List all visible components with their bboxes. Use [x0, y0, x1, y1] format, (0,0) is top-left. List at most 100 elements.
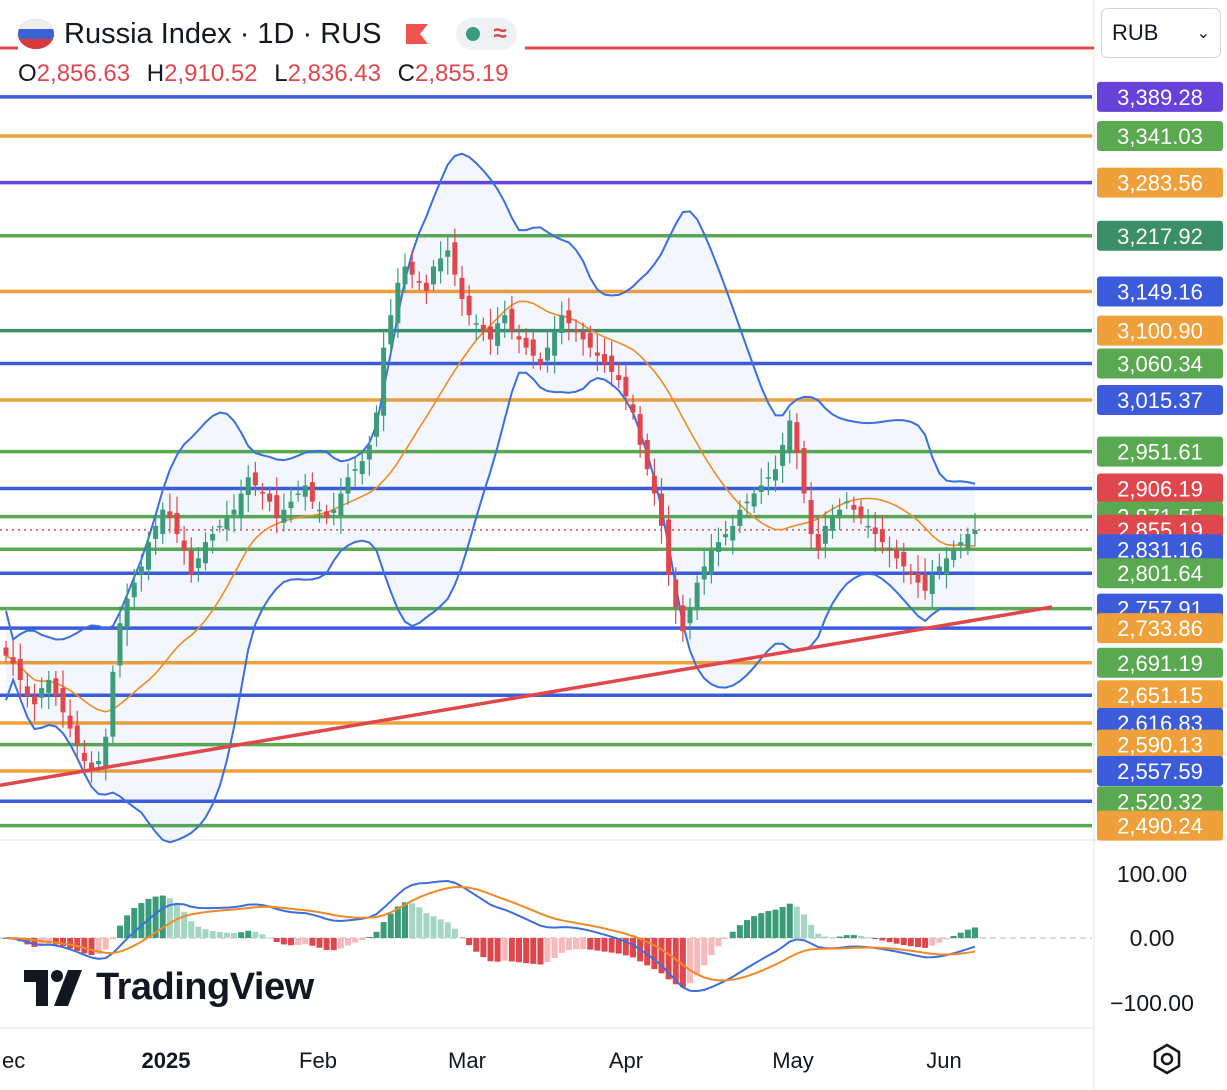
symbol-title[interactable]: Russia Index · 1D · RUS: [64, 17, 382, 50]
candle[interactable]: [616, 362, 622, 389]
candle[interactable]: [452, 228, 458, 286]
bollinger-upper[interactable]: [5, 152, 976, 642]
candle[interactable]: [160, 502, 166, 544]
candle[interactable]: [644, 433, 650, 476]
candle[interactable]: [523, 328, 529, 355]
candle[interactable]: [138, 554, 144, 592]
candle[interactable]: [929, 559, 935, 609]
candle[interactable]: [416, 271, 422, 291]
candle[interactable]: [822, 511, 828, 559]
candle[interactable]: [445, 234, 451, 275]
candle[interactable]: [245, 465, 251, 513]
candle[interactable]: [231, 494, 237, 533]
candle[interactable]: [901, 542, 907, 583]
bollinger-lower[interactable]: [5, 371, 976, 844]
candle[interactable]: [537, 352, 543, 371]
candle[interactable]: [324, 504, 330, 525]
candle[interactable]: [181, 525, 187, 565]
candle[interactable]: [431, 260, 436, 291]
candle[interactable]: [10, 640, 16, 676]
candle[interactable]: [944, 547, 949, 589]
candle[interactable]: [53, 671, 59, 706]
candle[interactable]: [651, 458, 657, 506]
candle[interactable]: [359, 450, 365, 485]
candle[interactable]: [502, 300, 508, 338]
candle[interactable]: [267, 486, 273, 512]
candle[interactable]: [374, 405, 379, 447]
candle[interactable]: [195, 547, 201, 582]
candle[interactable]: [153, 517, 159, 556]
trendline[interactable]: [0, 605, 1053, 788]
candle[interactable]: [224, 500, 230, 542]
candle[interactable]: [815, 517, 821, 560]
wave-icon[interactable]: ≈: [493, 20, 507, 47]
candle[interactable]: [830, 504, 835, 539]
candle[interactable]: [17, 643, 23, 698]
candle[interactable]: [217, 519, 223, 533]
candle[interactable]: [110, 665, 116, 744]
candle[interactable]: [602, 337, 607, 373]
candle[interactable]: [238, 479, 244, 530]
candle[interactable]: [352, 457, 358, 488]
candle[interactable]: [317, 501, 322, 523]
candle[interactable]: [395, 268, 401, 338]
candle[interactable]: [865, 508, 871, 539]
candle[interactable]: [252, 461, 258, 496]
candle[interactable]: [936, 553, 942, 580]
candle[interactable]: [894, 539, 900, 569]
candle[interactable]: [174, 496, 180, 543]
candle[interactable]: [915, 555, 921, 599]
candle[interactable]: [765, 461, 771, 496]
candle[interactable]: [402, 253, 408, 293]
indicator-pills[interactable]: ≈: [455, 18, 517, 50]
candle[interactable]: [103, 728, 109, 781]
candle[interactable]: [573, 319, 579, 342]
flag-marker-icon[interactable]: [404, 22, 430, 46]
candle[interactable]: [666, 505, 672, 586]
candle[interactable]: [302, 474, 308, 511]
candle[interactable]: [858, 499, 864, 525]
currency-select[interactable]: RUB ⌄: [1101, 8, 1221, 58]
candle[interactable]: [687, 598, 693, 640]
candle[interactable]: [594, 334, 600, 372]
candle[interactable]: [545, 330, 550, 373]
candle[interactable]: [694, 575, 700, 620]
candle[interactable]: [808, 482, 814, 550]
candle[interactable]: [438, 241, 444, 284]
candle[interactable]: [680, 594, 686, 642]
candle[interactable]: [716, 527, 721, 567]
candle[interactable]: [124, 583, 130, 646]
candle[interactable]: [295, 480, 301, 502]
candle[interactable]: [388, 298, 394, 354]
candle[interactable]: [345, 463, 351, 505]
candle[interactable]: [24, 672, 30, 708]
candle[interactable]: [751, 487, 757, 513]
candle[interactable]: [495, 307, 501, 355]
candle[interactable]: [32, 683, 37, 722]
candle[interactable]: [673, 567, 679, 625]
candle[interactable]: [167, 493, 173, 534]
candle[interactable]: [780, 432, 786, 483]
candle[interactable]: [423, 274, 429, 304]
candle[interactable]: [787, 410, 793, 464]
candle[interactable]: [844, 491, 850, 509]
candle[interactable]: [260, 482, 265, 510]
candle[interactable]: [74, 710, 80, 760]
candle[interactable]: [580, 322, 586, 356]
candle[interactable]: [659, 478, 664, 544]
candle[interactable]: [630, 394, 636, 420]
candle[interactable]: [67, 699, 73, 738]
candle[interactable]: [566, 298, 572, 341]
candle[interactable]: [837, 498, 843, 530]
candle[interactable]: [609, 341, 615, 387]
candle[interactable]: [288, 487, 294, 523]
candle[interactable]: [794, 413, 800, 470]
candle[interactable]: [146, 531, 151, 581]
candle[interactable]: [758, 468, 764, 505]
candle[interactable]: [587, 325, 593, 358]
candle[interactable]: [331, 492, 337, 526]
candle[interactable]: [466, 285, 472, 326]
candle[interactable]: [274, 477, 280, 534]
candle[interactable]: [552, 315, 558, 374]
candle[interactable]: [637, 405, 643, 458]
